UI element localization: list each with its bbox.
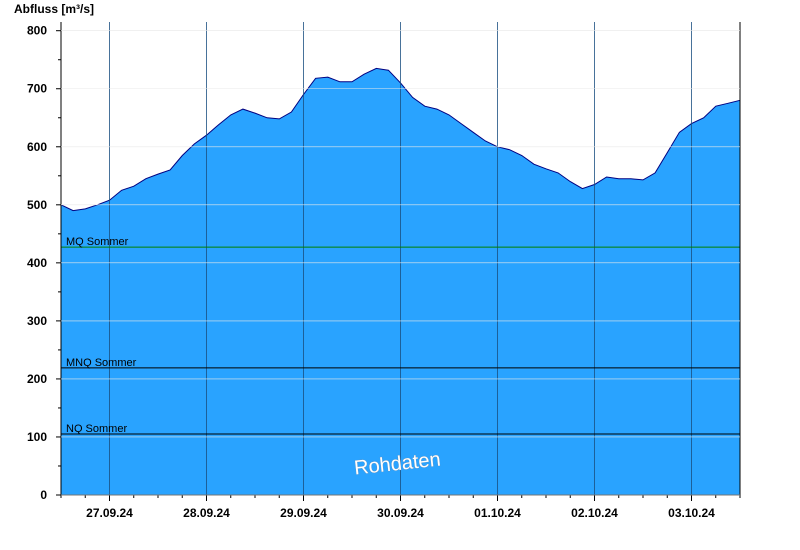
x-tick-label: 02.10.24 <box>571 506 618 520</box>
y-tick-label: 500 <box>27 198 47 212</box>
y-tick-label: 100 <box>27 430 47 444</box>
x-tick-label: 01.10.24 <box>474 506 521 520</box>
x-tick-label: 29.09.24 <box>280 506 327 520</box>
x-tick-label: 30.09.24 <box>377 506 424 520</box>
reference-line-label: MNQ Sommer <box>66 357 137 369</box>
x-tick-label: 03.10.24 <box>668 506 715 520</box>
y-tick-label: 0 <box>40 488 47 502</box>
day-grid-lines <box>60 22 741 501</box>
x-tick-label: 28.09.24 <box>183 506 230 520</box>
x-ticks: 27.09.24 28.09.24 29.09.24 30.09.24 01.10.24… <box>86 506 715 520</box>
y-tick-label: 600 <box>27 140 47 154</box>
y-tick-label: 300 <box>27 314 47 328</box>
y-tick-label: 200 <box>27 372 47 386</box>
reference-line-label: NQ Sommer <box>66 423 127 435</box>
y-tick-label: 400 <box>27 256 47 270</box>
x-tick-label: 27.09.24 <box>86 506 133 520</box>
y-ticks: 0 100 200 300 400 500 600 700 800 <box>27 24 740 502</box>
y-axis-title: Abfluss [m³/s] <box>14 2 94 16</box>
reference-lines: MQ Sommer MNQ Sommer NQ Sommer <box>61 236 740 435</box>
reference-line-label: MQ Sommer <box>66 236 129 248</box>
y-tick-label: 700 <box>27 82 47 96</box>
y-tick-label: 800 <box>27 24 47 38</box>
